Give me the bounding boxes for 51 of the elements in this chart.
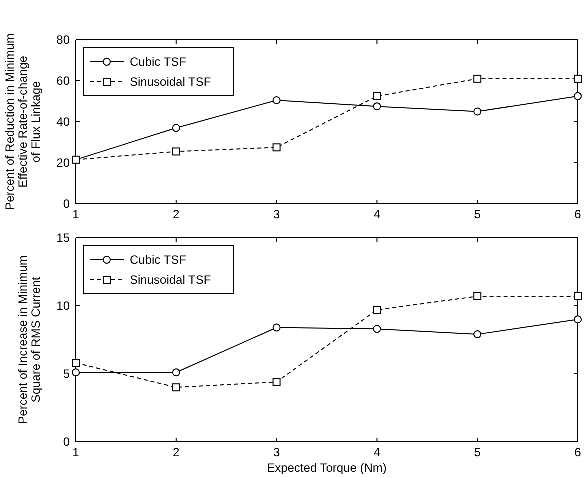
- x-tick-label: 1: [72, 446, 80, 460]
- x-tick-label: 1: [72, 208, 80, 222]
- point: [172, 384, 180, 392]
- x-tick-label: 3: [273, 208, 280, 222]
- point: [474, 292, 482, 300]
- legend-label: Sinusoidal TSF: [130, 273, 212, 287]
- x-tick-label: 4: [374, 446, 381, 460]
- point: [574, 92, 582, 100]
- y-tick-label: 20: [56, 156, 70, 170]
- x-tick-label: 2: [173, 446, 180, 460]
- x-tick-label: 2: [173, 208, 180, 222]
- legend-label: Cubic TSF: [130, 55, 186, 69]
- point: [172, 368, 180, 377]
- point: [373, 92, 382, 100]
- x-tick-label: 3: [273, 446, 280, 460]
- legend-label: Cubic TSF: [130, 253, 186, 267]
- legend-label: Sinusoidal TSF: [130, 75, 212, 89]
- point: [373, 325, 382, 334]
- point: [172, 148, 180, 156]
- point: [72, 359, 80, 368]
- point: [272, 144, 281, 152]
- y-tick-label: 5: [63, 366, 70, 381]
- point: [72, 368, 80, 377]
- point: [272, 324, 281, 332]
- point: [373, 306, 382, 314]
- point: [373, 102, 382, 111]
- x-tick-label: 5: [474, 208, 482, 222]
- y-axis-title: Percent of Increase in Minimum Square of RMS Current: [16, 256, 43, 424]
- point: [574, 292, 582, 300]
- x-tick-label: 5: [474, 446, 482, 460]
- point: [474, 330, 482, 339]
- x-tick-label: 6: [574, 208, 582, 222]
- y-axis-title: Percent of Reduction in Minimum Effective Rate-of-change of Flux Linkage: [3, 34, 43, 210]
- point: [172, 124, 180, 132]
- point: [272, 96, 281, 104]
- y-tick-label: 40: [56, 114, 70, 129]
- y-tick-label: 10: [56, 298, 70, 313]
- y-tick-label: 15: [56, 230, 70, 245]
- point: [474, 108, 482, 116]
- y-tick-label: 0: [63, 196, 70, 211]
- point: [574, 74, 582, 83]
- x-tick-label: 6: [574, 446, 582, 460]
- y-tick-label: 80: [56, 32, 70, 47]
- point: [574, 316, 582, 324]
- point: [474, 74, 482, 83]
- point: [72, 156, 80, 164]
- point: [272, 378, 281, 386]
- x-axis-title: Expected Torque (Nm): [267, 461, 387, 475]
- y-tick-label: 60: [56, 74, 70, 88]
- x-tick-label: 4: [374, 208, 381, 222]
- y-tick-label: 0: [63, 434, 70, 449]
